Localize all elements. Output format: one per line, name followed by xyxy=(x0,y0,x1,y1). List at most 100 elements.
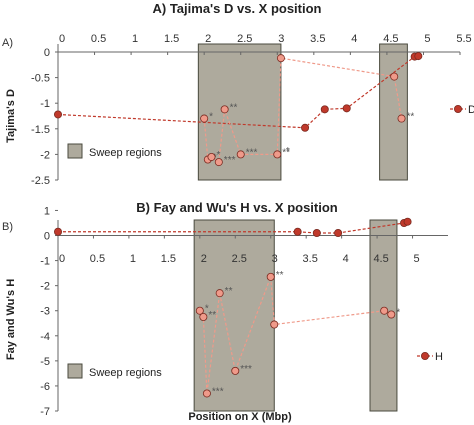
data-point xyxy=(220,105,229,114)
significance-label: *** xyxy=(224,155,236,166)
x-tick-label: 2.5 xyxy=(237,33,252,45)
data-point xyxy=(202,389,211,398)
x-tick-label: 4.5 xyxy=(373,253,388,265)
x-tick-label: 1 xyxy=(132,33,138,45)
significance-label: * xyxy=(286,146,290,157)
legend-sweep-swatch xyxy=(67,143,83,159)
x-tick-label: 3 xyxy=(272,253,278,265)
x-tick-label: 1 xyxy=(130,253,136,265)
chart-title: A) Tajima's D vs. X position xyxy=(153,1,322,16)
data-point xyxy=(403,217,412,226)
series-line xyxy=(203,57,403,164)
x-tick-label: 0 xyxy=(59,253,65,265)
data-point xyxy=(380,306,389,315)
y-tick-label: -2 xyxy=(40,149,50,161)
data-point xyxy=(397,114,406,123)
data-point xyxy=(231,366,240,375)
data-point xyxy=(320,105,329,114)
y-tick-label: -7 xyxy=(40,406,50,418)
x-tick-label: 5 xyxy=(424,33,430,45)
significance-label: ** xyxy=(276,270,284,281)
data-point xyxy=(414,52,423,61)
data-point xyxy=(293,227,302,236)
significance-label: ** xyxy=(208,310,216,321)
legend-sweep-label: Sweep regions xyxy=(89,367,162,379)
x-tick-label: 4 xyxy=(351,33,357,45)
significance-label: * xyxy=(205,304,209,315)
y-tick-label: 0 xyxy=(44,231,50,243)
legend-sweep-swatch xyxy=(67,363,83,379)
panel-label: B) xyxy=(2,221,13,233)
x-tick-label: 2 xyxy=(201,253,207,265)
significance-label: * xyxy=(216,150,220,161)
x-tick-label: 5 xyxy=(413,253,419,265)
legend-sweep-label: Sweep regions xyxy=(89,147,162,159)
data-point xyxy=(54,110,63,119)
significance-label: *** xyxy=(240,364,252,375)
data-point xyxy=(276,54,285,63)
significance-label: *** xyxy=(212,386,224,397)
x-tick-label: 1.5 xyxy=(164,33,179,45)
significance-label: *** xyxy=(246,147,258,158)
data-point xyxy=(266,272,275,281)
y-tick-label: -1.5 xyxy=(31,124,50,136)
y-tick-label: 0 xyxy=(44,47,50,59)
y-tick-label: -1 xyxy=(40,98,50,110)
data-point xyxy=(54,227,63,236)
data-point xyxy=(390,72,399,81)
y-tick-label: -4 xyxy=(40,331,50,343)
y-axis-label: Fay and Wu's H xyxy=(5,279,17,360)
legend-series-marker xyxy=(453,105,462,114)
data-point xyxy=(342,104,351,113)
data-point xyxy=(214,158,223,167)
significance-label: ** xyxy=(225,286,233,297)
sweep-region xyxy=(379,43,408,181)
x-tick-label: 4 xyxy=(343,253,349,265)
y-tick-label: -3 xyxy=(40,306,50,318)
data-point xyxy=(301,123,310,132)
x-tick-label: 2 xyxy=(205,33,211,45)
x-tick-label: 5.5 xyxy=(456,33,471,45)
panel-label: A) xyxy=(2,37,13,49)
significance-label: ** xyxy=(230,102,238,113)
data-point xyxy=(207,152,216,161)
x-tick-label: 0.5 xyxy=(91,33,106,45)
significance-label: ** xyxy=(282,147,290,158)
x-axis-label: Position on X (Mbp) xyxy=(188,411,292,423)
y-tick-label: 1 xyxy=(44,205,50,217)
x-tick-label: 3.5 xyxy=(303,253,318,265)
significance-label: * xyxy=(396,307,400,318)
data-point xyxy=(215,289,224,298)
chart-title: B) Fay and Wu's H vs. X position xyxy=(136,200,338,215)
data-point xyxy=(270,320,279,329)
data-point xyxy=(236,150,245,159)
y-tick-label: -2 xyxy=(40,281,50,293)
legend-series-label: D xyxy=(468,104,474,116)
legend-series-marker xyxy=(420,351,429,360)
y-tick-label: -1 xyxy=(40,256,50,268)
y-tick-label: -6 xyxy=(40,381,50,393)
legend-series-label: H xyxy=(435,351,443,363)
sweep-region xyxy=(193,219,275,412)
x-tick-label: 3 xyxy=(278,33,284,45)
x-tick-label: 0.5 xyxy=(90,253,105,265)
data-point xyxy=(387,310,396,319)
x-tick-label: 1.5 xyxy=(161,253,176,265)
y-tick-label: -2.5 xyxy=(31,175,50,187)
data-point xyxy=(195,306,204,315)
y-tick-label: -5 xyxy=(40,356,50,368)
sweep-region xyxy=(369,219,398,412)
data-point xyxy=(199,312,208,321)
data-point xyxy=(273,150,282,159)
series-line xyxy=(199,276,392,394)
x-tick-label: 3.5 xyxy=(310,33,325,45)
x-tick-label: 0 xyxy=(59,33,65,45)
data-point xyxy=(200,114,209,123)
significance-label: ** xyxy=(407,112,415,123)
x-tick-label: 4.5 xyxy=(383,33,398,45)
y-axis-label: Tajima's D xyxy=(5,89,17,143)
x-tick-label: 2.5 xyxy=(232,253,247,265)
data-point xyxy=(334,229,343,238)
data-point xyxy=(312,229,321,238)
